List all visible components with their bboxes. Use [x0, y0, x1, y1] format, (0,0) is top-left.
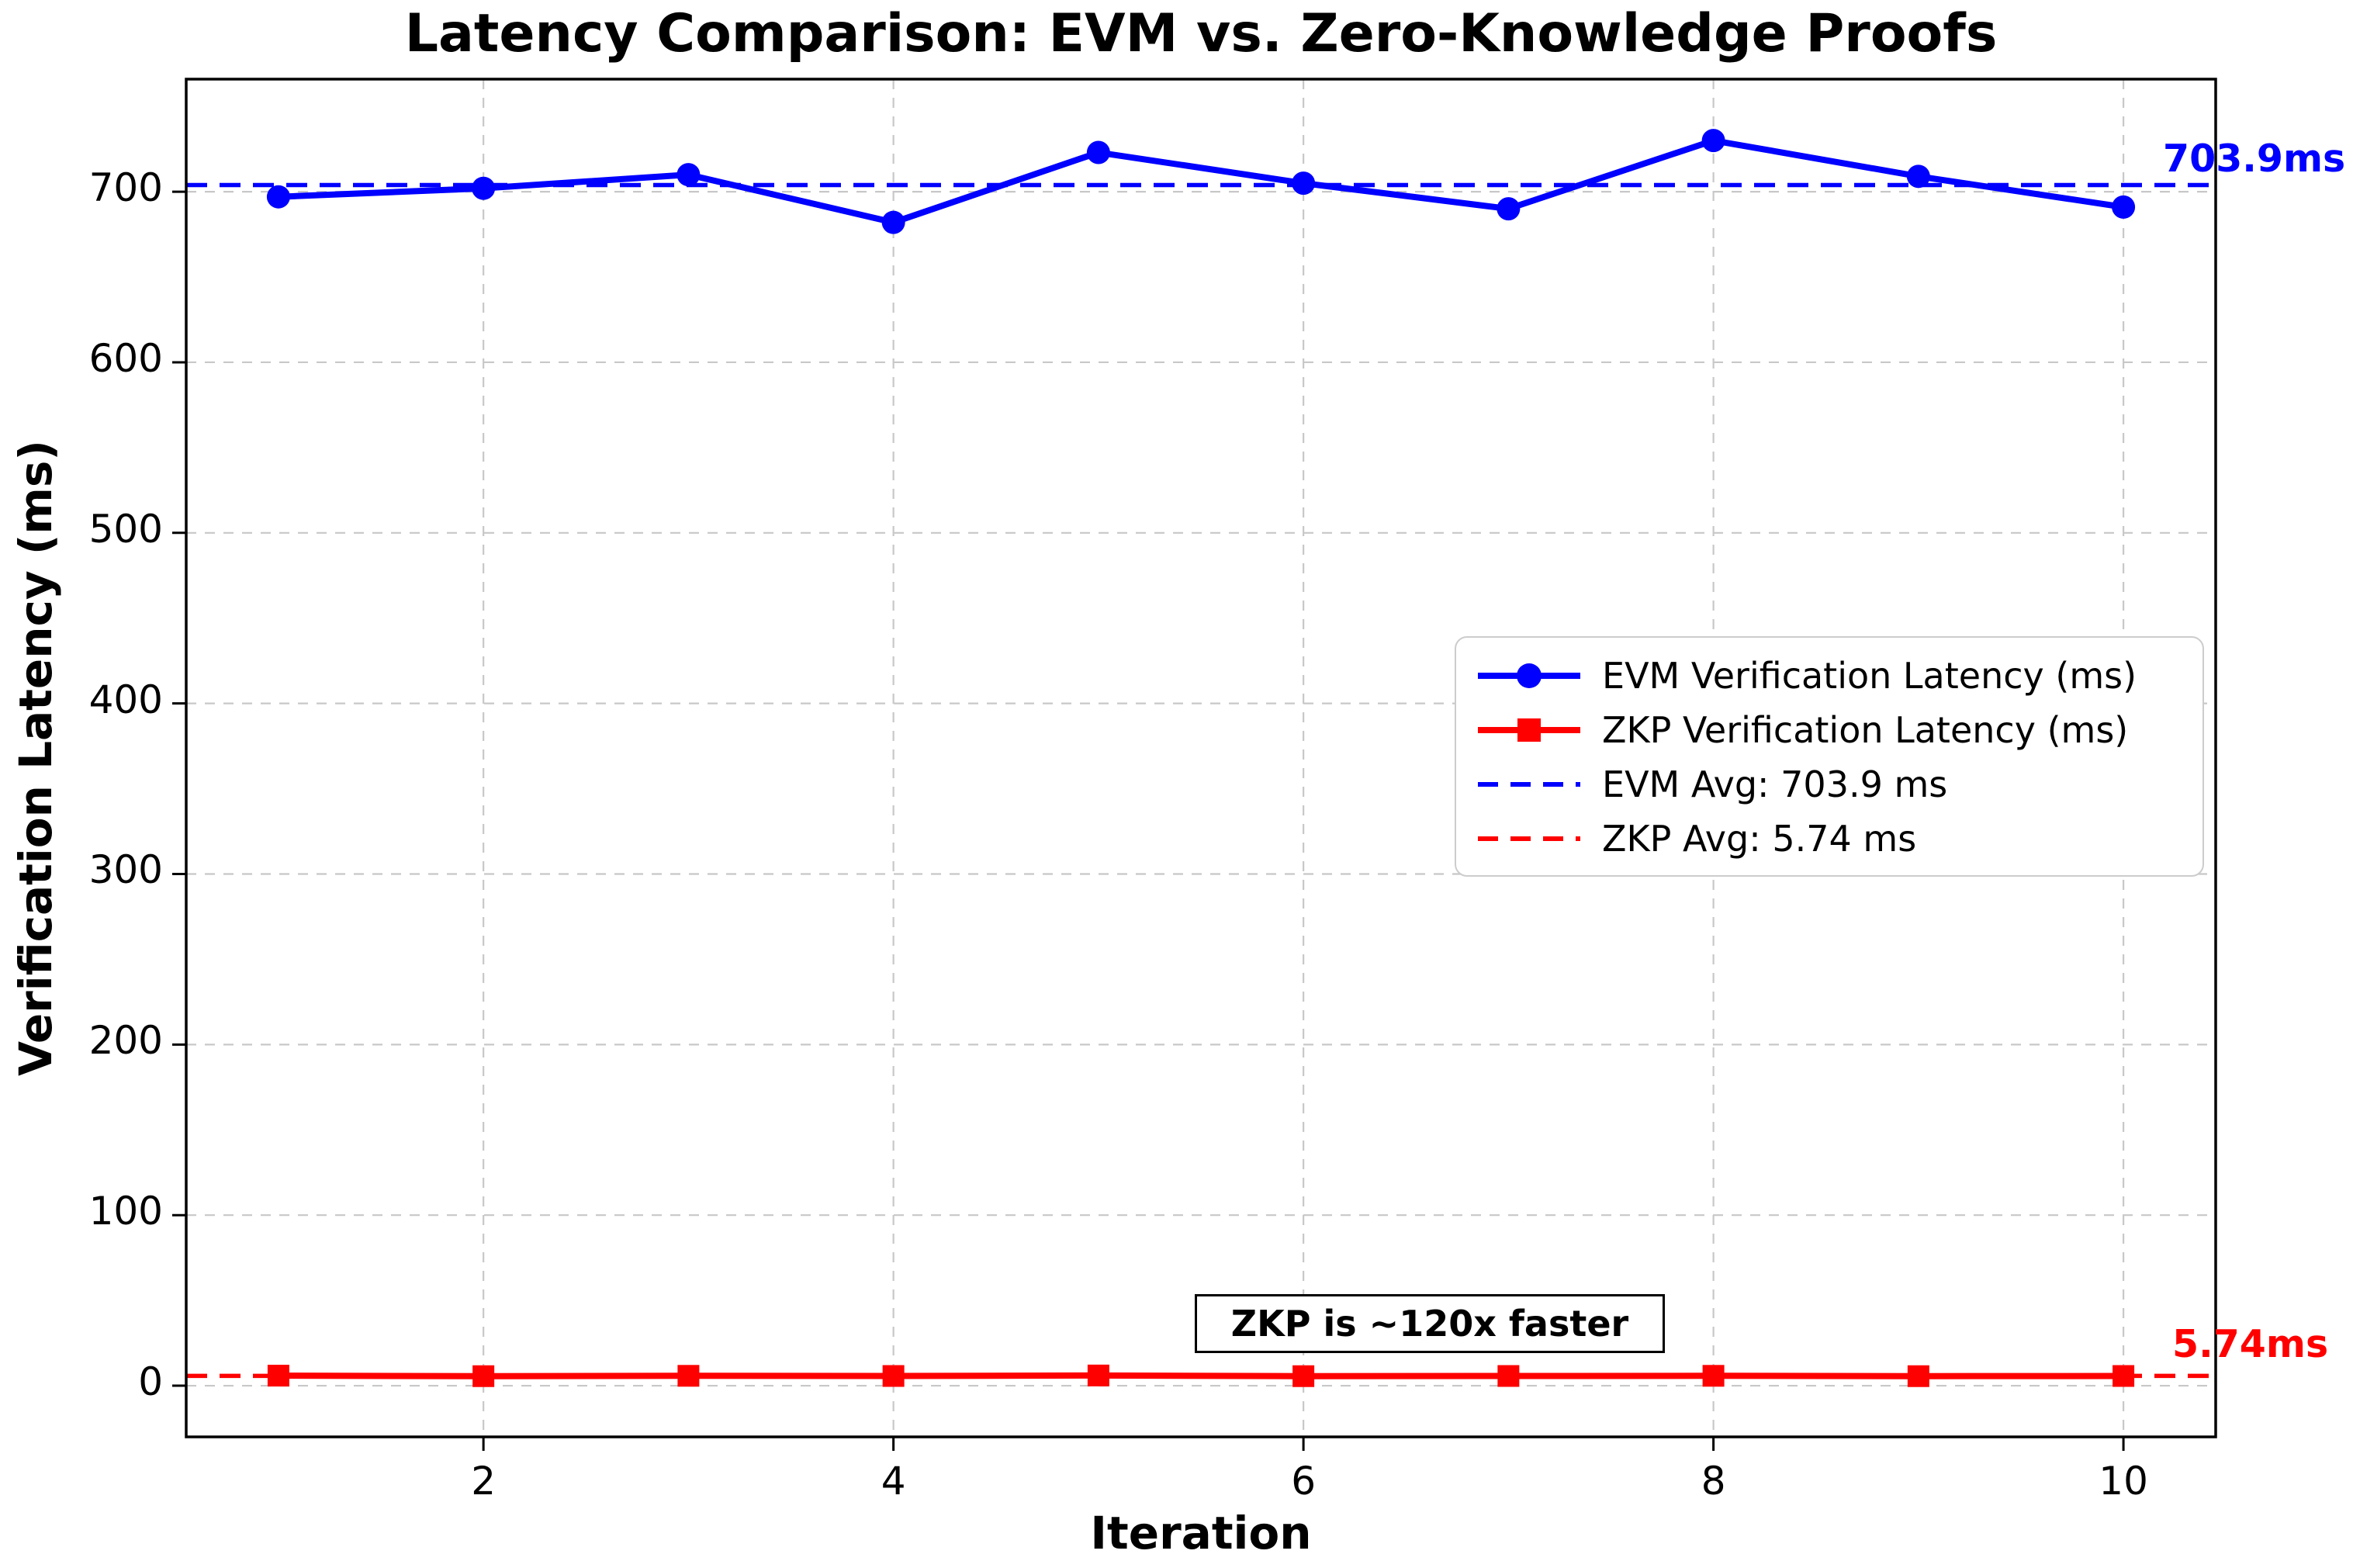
- legend-item-zkp-series: ZKP Verification Latency (ms): [1478, 703, 2202, 757]
- evm-dashed-sample-icon: [1478, 769, 1580, 800]
- legend-label-evm-avg: EVM Avg: 703.9 ms: [1602, 763, 1948, 805]
- zkp-data-point: [1497, 1365, 1520, 1387]
- legend: EVM Verification Latency (ms) ZKP Verifi…: [1455, 636, 2204, 877]
- zkp-data-point: [882, 1365, 905, 1387]
- zkp-data-point: [1907, 1365, 1929, 1387]
- y-tick-label: 600: [88, 335, 163, 381]
- y-tick-label: 300: [88, 847, 163, 893]
- evm-data-point: [881, 210, 905, 234]
- zkp-data-point: [1292, 1365, 1315, 1387]
- evm-data-point: [1497, 197, 1521, 221]
- x-tick-label: 10: [2099, 1459, 2148, 1504]
- legend-label-zkp-avg: ZKP Avg: 5.74 ms: [1602, 818, 1917, 860]
- evm-data-point: [472, 176, 496, 200]
- zkp-data-point: [2113, 1365, 2135, 1387]
- x-tick-label: 4: [881, 1459, 906, 1504]
- zkp-dashed-sample-icon: [1478, 823, 1580, 854]
- legend-label-evm-series: EVM Verification Latency (ms): [1602, 655, 2137, 697]
- y-tick-label: 200: [88, 1018, 163, 1064]
- evm-data-point: [1086, 140, 1110, 164]
- evm-data-point: [676, 163, 701, 187]
- evm-series-line: [278, 137, 2124, 226]
- evm-data-point: [1906, 164, 1930, 189]
- y-axis-label: Verification Latency (ms): [9, 440, 62, 1076]
- y-tick-label: 700: [88, 165, 163, 211]
- plot-border: [185, 78, 2217, 1438]
- x-tick-label: 8: [1701, 1459, 1726, 1504]
- zkp-data-point: [677, 1365, 700, 1387]
- legend-label-zkp-series: ZKP Verification Latency (ms): [1602, 709, 2129, 751]
- zkp-data-point: [472, 1365, 495, 1387]
- x-tick-label: 2: [471, 1459, 497, 1504]
- chart-title: Latency Comparison: EVM vs. Zero-Knowled…: [404, 3, 1998, 64]
- legend-item-zkp-avg: ZKP Avg: 5.74 ms: [1478, 812, 2202, 866]
- evm-data-point: [2112, 195, 2136, 219]
- evm-data-point: [1292, 171, 1316, 196]
- evm-line-circle-sample-icon: [1478, 660, 1580, 691]
- speedup-annotation: ZKP is ~120x faster: [1195, 1294, 1665, 1353]
- zkp-avg-value-label: 5.74ms: [2172, 1322, 2329, 1366]
- zkp-data-point: [1702, 1365, 1725, 1387]
- y-tick-label: 100: [88, 1189, 163, 1234]
- evm-data-point: [266, 185, 290, 209]
- zkp-line-square-sample-icon: [1478, 715, 1580, 746]
- y-tick-label: 0: [138, 1359, 163, 1405]
- legend-item-evm-avg: EVM Avg: 703.9 ms: [1478, 757, 2202, 812]
- x-axis-label: Iteration: [1090, 1507, 1312, 1559]
- evm-avg-value-label: 703.9ms: [2163, 137, 2346, 181]
- legend-item-evm-series: EVM Verification Latency (ms): [1478, 649, 2202, 703]
- zkp-data-point: [1087, 1364, 1109, 1386]
- x-tick-label: 6: [1291, 1459, 1317, 1504]
- y-tick-label: 400: [88, 677, 163, 722]
- zkp-data-point: [267, 1365, 289, 1387]
- y-tick-label: 500: [88, 506, 163, 552]
- evm-data-point: [1701, 129, 1725, 153]
